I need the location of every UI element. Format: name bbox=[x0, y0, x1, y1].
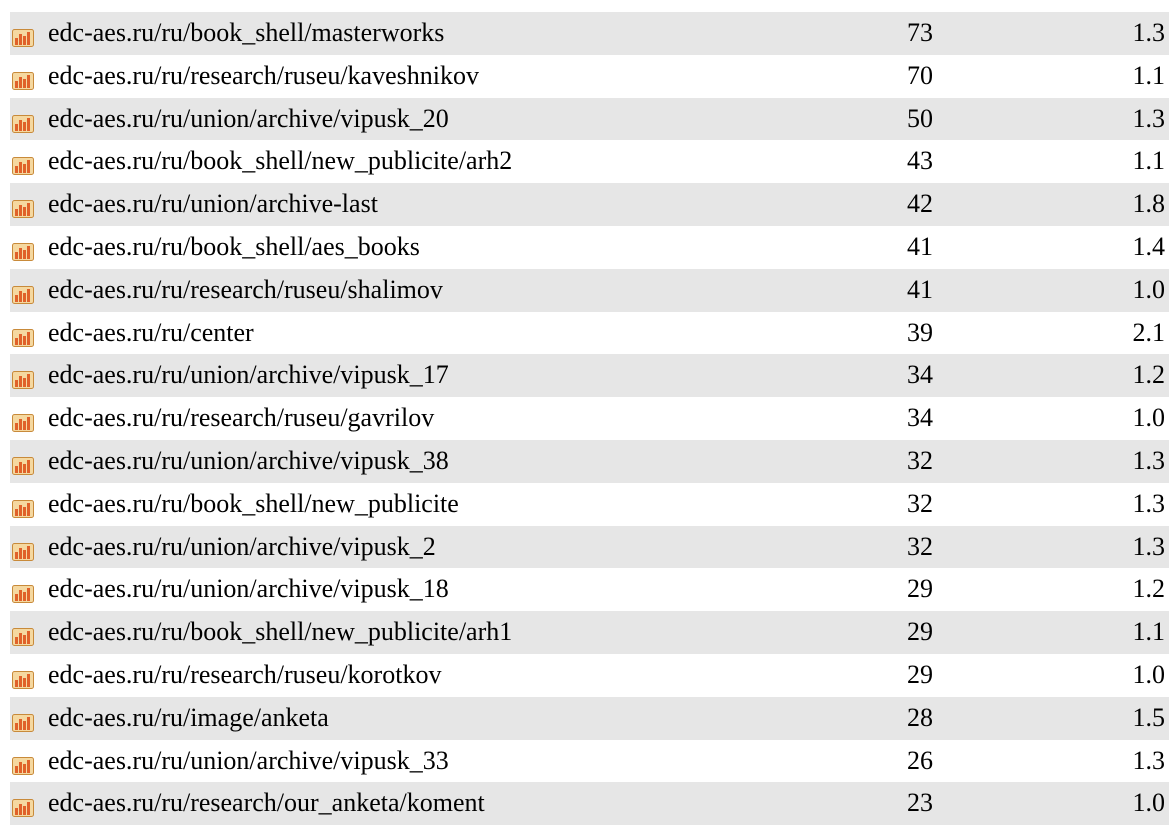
count-cell: 43 bbox=[907, 146, 933, 176]
url-cell: edc-aes.ru/ru/union/archive/vipusk_18 bbox=[48, 574, 449, 604]
url-cell: edc-aes.ru/ru/research/ruseu/shalimov bbox=[48, 274, 443, 304]
count-cell: 32 bbox=[907, 531, 933, 561]
ratio-cell: 1.1 bbox=[1132, 146, 1166, 176]
chart-icon bbox=[12, 366, 34, 396]
table-row: edc-aes.ru/ru/union/archive/vipusk_33 26 1… bbox=[10, 740, 1169, 783]
url-cell: edc-aes.ru/ru/image/anketa bbox=[48, 702, 329, 732]
chart-icon bbox=[12, 580, 34, 610]
count-cell: 41 bbox=[907, 232, 933, 261]
url-cell: edc-aes.ru/ru/book_shell/aes_books bbox=[48, 232, 420, 261]
chart-icon bbox=[12, 324, 34, 354]
ratio-cell: 1.0 bbox=[1132, 403, 1166, 433]
chart-icon bbox=[12, 152, 34, 182]
table-row: edc-aes.ru/ru/union/archive/vipusk_18 29 1… bbox=[10, 568, 1169, 611]
table-row: edc-aes.ru/ru/research/ruseu/kaveshnikov… bbox=[10, 55, 1169, 98]
count-cell: 34 bbox=[907, 403, 933, 433]
table-row: edc-aes.ru/ru/research/our_anketa/koment… bbox=[10, 782, 1169, 825]
ratio-cell: 2.1 bbox=[1132, 317, 1166, 347]
url-cell: edc-aes.ru/ru/union/archive/vipusk_20 bbox=[48, 103, 449, 133]
url-cell: edc-aes.ru/ru/union/archive/vipusk_2 bbox=[48, 531, 436, 561]
url-cell: edc-aes.ru/ru/book_shell/new_publicite/a… bbox=[48, 617, 513, 647]
table-row: edc-aes.ru/ru/book_shell/masterworks 73 1.… bbox=[10, 12, 1169, 55]
count-cell: 39 bbox=[907, 317, 933, 347]
chart-icon bbox=[12, 794, 34, 824]
chart-icon bbox=[12, 666, 34, 696]
ratio-cell: 1.3 bbox=[1132, 103, 1166, 133]
chart-icon bbox=[12, 538, 34, 568]
url-cell: edc-aes.ru/ru/research/our_anketa/koment bbox=[48, 788, 485, 818]
count-cell: 41 bbox=[907, 274, 933, 304]
count-cell: 34 bbox=[907, 360, 933, 390]
table-row: edc-aes.ru/ru/union/archive/vipusk_38 32 1… bbox=[10, 440, 1169, 483]
count-cell: 73 bbox=[907, 18, 933, 47]
table-row: edc-aes.ru/ru/union/archive/vipusk_20 50 1… bbox=[10, 97, 1169, 141]
url-cell: edc-aes.ru/ru/book_shell/new_publicite/a… bbox=[48, 146, 513, 176]
ratio-cell: 1.5 bbox=[1132, 702, 1166, 732]
ratio-cell: 1.0 bbox=[1132, 274, 1166, 304]
ratio-cell: 1.3 bbox=[1132, 488, 1166, 518]
ratio-cell: 1.8 bbox=[1132, 189, 1166, 219]
ratio-cell: 1.3 bbox=[1132, 745, 1166, 775]
ratio-cell: 1.2 bbox=[1132, 574, 1166, 604]
chart-icon bbox=[12, 67, 34, 97]
ratio-cell: 1.3 bbox=[1132, 446, 1166, 475]
ratio-cell: 1.0 bbox=[1132, 788, 1166, 818]
table-row: edc-aes.ru/ru/union/archive/vipusk_17 34 1… bbox=[10, 354, 1169, 398]
table-row: edc-aes.ru/ru/research/ruseu/shalimov 41 1… bbox=[10, 268, 1169, 312]
table-row: edc-aes.ru/ru/research/ruseu/gavrilov 34 1… bbox=[10, 397, 1169, 440]
count-cell: 70 bbox=[907, 60, 933, 90]
count-cell: 42 bbox=[907, 189, 933, 219]
chart-icon bbox=[12, 752, 34, 782]
url-cell: edc-aes.ru/ru/book_shell/new_publicite bbox=[48, 488, 459, 518]
table-row: edc-aes.ru/ru/book_shell/new_publicite/a… bbox=[10, 611, 1169, 654]
chart-icon bbox=[12, 195, 34, 225]
ratio-cell: 1.3 bbox=[1132, 18, 1166, 47]
chart-icon bbox=[12, 24, 34, 54]
chart-icon bbox=[12, 110, 34, 140]
url-cell: edc-aes.ru/ru/union/archive-last bbox=[48, 189, 378, 219]
chart-icon bbox=[12, 281, 34, 311]
table-row: edc-aes.ru/ru/book_shell/aes_books 41 1.4 bbox=[10, 226, 1169, 269]
ratio-cell: 1.0 bbox=[1132, 660, 1166, 689]
table-row: edc-aes.ru/ru/book_shell/new_publicite 32… bbox=[10, 483, 1169, 526]
chart-icon bbox=[12, 709, 34, 739]
chart-icon bbox=[12, 623, 34, 653]
table-row: edc-aes.ru/ru/image/anketa 28 1.5 bbox=[10, 696, 1169, 740]
url-cell: edc-aes.ru/ru/union/archive/vipusk_33 bbox=[48, 745, 449, 775]
count-cell: 28 bbox=[907, 702, 933, 732]
ratio-cell: 1.2 bbox=[1132, 360, 1166, 390]
ratio-cell: 1.1 bbox=[1132, 60, 1166, 90]
count-cell: 32 bbox=[907, 446, 933, 475]
ratio-cell: 1.1 bbox=[1132, 617, 1166, 647]
count-cell: 32 bbox=[907, 488, 933, 518]
chart-icon bbox=[12, 409, 34, 439]
count-cell: 26 bbox=[907, 745, 933, 775]
table-row: edc-aes.ru/ru/center 39 2.1 bbox=[10, 312, 1169, 355]
count-cell: 29 bbox=[907, 617, 933, 647]
chart-icon bbox=[12, 495, 34, 525]
count-cell: 29 bbox=[907, 660, 933, 689]
url-cell: edc-aes.ru/ru/research/ruseu/korotkov bbox=[48, 660, 442, 689]
url-cell: edc-aes.ru/ru/book_shell/masterworks bbox=[48, 18, 445, 47]
ratio-cell: 1.3 bbox=[1132, 531, 1166, 561]
url-cell: edc-aes.ru/ru/union/archive/vipusk_38 bbox=[48, 446, 449, 475]
count-cell: 23 bbox=[907, 788, 933, 818]
chart-icon bbox=[12, 238, 34, 268]
table-row: edc-aes.ru/ru/book_shell/new_publicite/a… bbox=[10, 140, 1169, 183]
url-cell: edc-aes.ru/ru/research/ruseu/gavrilov bbox=[48, 403, 435, 433]
chart-icon bbox=[12, 452, 34, 482]
table-row: edc-aes.ru/ru/union/archive/vipusk_2 32 1.… bbox=[10, 525, 1169, 569]
table-row: edc-aes.ru/ru/research/ruseu/korotkov 29 1… bbox=[10, 654, 1169, 697]
count-cell: 29 bbox=[907, 574, 933, 604]
url-cell: edc-aes.ru/ru/research/ruseu/kaveshnikov bbox=[48, 60, 479, 90]
url-cell: edc-aes.ru/ru/union/archive/vipusk_17 bbox=[48, 360, 449, 390]
ratio-cell: 1.4 bbox=[1132, 232, 1166, 261]
count-cell: 50 bbox=[907, 103, 933, 133]
url-cell: edc-aes.ru/ru/center bbox=[48, 317, 254, 347]
table-row: edc-aes.ru/ru/union/archive-last 42 1.8 bbox=[10, 183, 1169, 226]
